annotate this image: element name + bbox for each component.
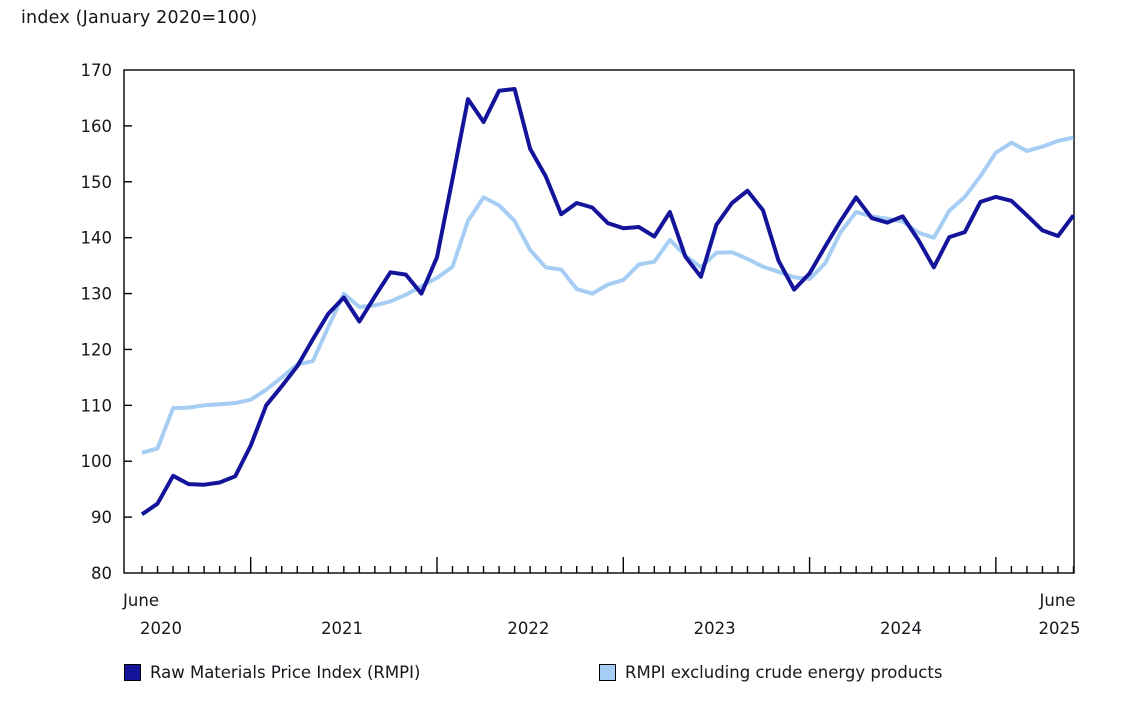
y-axis-tick-label: 160 — [81, 117, 113, 136]
x-label-june-end: June — [1039, 591, 1076, 610]
ex-energy-line — [141, 135, 1074, 455]
plot-border — [123, 69, 1075, 574]
ex-energy-legend-label: RMPI excluding crude energy products — [625, 662, 943, 682]
x-label-2023: 2023 — [694, 619, 736, 638]
y-axis-tick-label: 140 — [81, 229, 113, 248]
x-label-june-start: June — [122, 591, 159, 610]
y-axis-tick-label: 110 — [81, 396, 113, 415]
y-axis-tick-label: 100 — [81, 452, 113, 471]
x-label-2022: 2022 — [507, 619, 549, 638]
legend-entry-ex-energy: RMPI excluding crude energy products — [599, 662, 942, 682]
rmpi-line — [140, 87, 1076, 516]
y-axis-tick-label: 130 — [81, 285, 113, 304]
x-label-2020: 2020 — [140, 619, 182, 638]
ex-energy-legend-swatch — [599, 663, 616, 681]
chart-title: index (January 2020=100) — [21, 8, 258, 28]
x-label-2025: 2025 — [1039, 619, 1081, 638]
x-label-2024: 2024 — [880, 619, 922, 638]
rmpi-legend-label: Raw Materials Price Index (RMPI) — [150, 662, 421, 682]
y-axis-tick-label: 170 — [81, 61, 113, 80]
legend: Raw Materials Price Index (RMPI) RMPI ex… — [0, 662, 1122, 686]
y-axis-tick-label: 150 — [81, 173, 113, 192]
y-axis-tick-label: 80 — [91, 564, 112, 583]
legend-entry-rmpi: Raw Materials Price Index (RMPI) — [124, 662, 420, 682]
rmpi-legend-swatch — [124, 663, 141, 681]
x-label-2021: 2021 — [321, 619, 363, 638]
y-axis-tick-label: 120 — [81, 340, 113, 359]
y-axis-tick-label: 90 — [91, 508, 112, 527]
